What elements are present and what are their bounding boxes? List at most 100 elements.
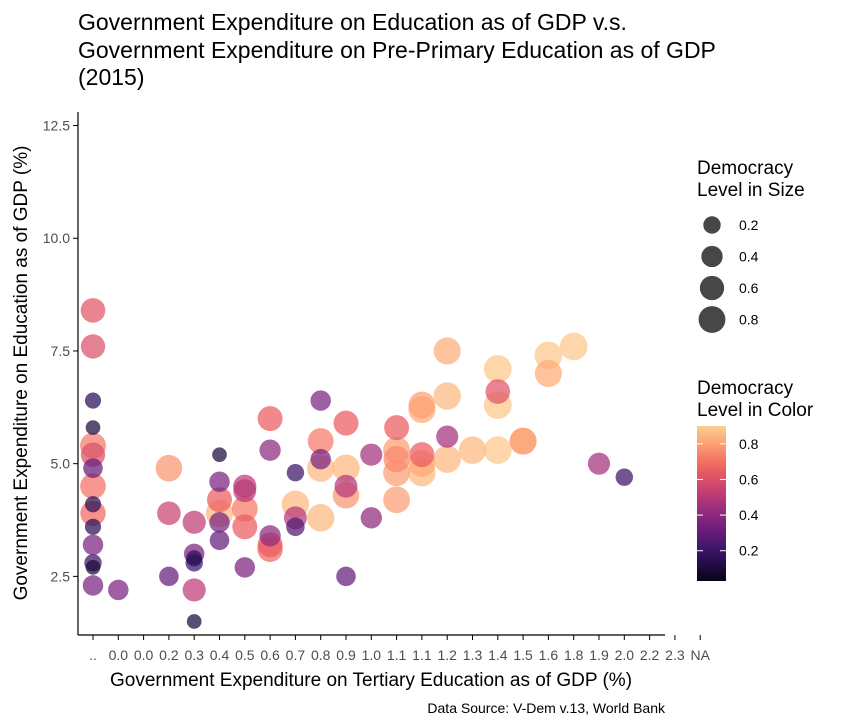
data-point — [83, 458, 103, 478]
data-point — [534, 359, 562, 388]
data-point — [383, 486, 411, 514]
x-tick-label: 0.8 — [311, 647, 331, 663]
data-point — [383, 446, 410, 473]
color-legend-colorbar — [697, 426, 726, 581]
size-legend-label: 0.8 — [739, 312, 759, 328]
data-point — [307, 428, 334, 455]
color-legend-ticks: 0.8 0.6 0.4 0.2 — [697, 436, 759, 559]
data-point — [332, 454, 360, 482]
data-point — [509, 427, 537, 455]
data-point — [157, 501, 181, 526]
y-axis-title: Government Expenditure on Education as o… — [11, 146, 32, 601]
y-tick-label: 12.5 — [43, 118, 70, 134]
size-legend-title-line-2: Level in Size — [697, 180, 805, 201]
data-point — [310, 390, 331, 411]
color-legend-label: 0.8 — [739, 436, 759, 452]
data-point — [587, 452, 611, 475]
data-point — [286, 517, 305, 537]
data-point — [259, 525, 281, 547]
data-point — [433, 382, 461, 410]
y-tick-label: 5.0 — [51, 456, 71, 472]
data-point — [82, 534, 104, 556]
color-legend-label: 0.2 — [739, 543, 759, 559]
x-tick-label: 1.9 — [589, 647, 609, 663]
data-point — [182, 578, 206, 602]
x-tick-label: 0.5 — [235, 647, 255, 663]
data-point — [615, 468, 634, 486]
size-legend-label: 0.6 — [739, 280, 759, 296]
y-tick-label: 2.5 — [51, 568, 71, 584]
x-tick-label: .. — [89, 647, 97, 663]
x-tick-label: 1.4 — [488, 647, 508, 663]
data-point — [186, 550, 203, 567]
color-legend-title-line-1: Democracy — [697, 378, 794, 399]
size-legend-key — [699, 275, 725, 301]
x-tick-label: NA — [690, 647, 710, 663]
size-legend-title-line-1: Democracy — [697, 158, 794, 179]
data-point — [436, 425, 459, 448]
data-point — [409, 442, 435, 468]
data-point — [209, 530, 230, 551]
x-tick-label: 2.3 — [665, 647, 685, 663]
data-point — [559, 332, 588, 361]
color-legend-label: 0.6 — [739, 471, 759, 487]
data-point — [212, 447, 227, 462]
data-point — [155, 454, 183, 482]
data-point — [384, 415, 410, 441]
data-point — [80, 298, 106, 323]
chart-title: Government Expenditure on Education as o… — [78, 9, 716, 90]
color-legend-label: 0.4 — [739, 507, 759, 523]
x-tick-label: 0.0 — [134, 647, 154, 663]
color-legend: Democracy Level in Color 0.8 0.6 0.4 0.2 — [697, 378, 814, 581]
data-point — [257, 406, 283, 432]
data-point — [286, 463, 305, 482]
x-tick-label: 1.1 — [387, 647, 407, 663]
data-point — [333, 410, 359, 436]
x-tick-label: 1.6 — [539, 647, 559, 663]
x-tick-label: 1.2 — [437, 647, 457, 663]
data-point — [84, 518, 102, 535]
x-tick-label: 1.1 — [412, 647, 432, 663]
x-tick-label: 2.0 — [615, 647, 635, 663]
data-point — [108, 579, 129, 601]
data-point — [336, 566, 356, 587]
data-point — [360, 507, 382, 529]
chart-title-line-1: Government Expenditure on Education as o… — [78, 9, 627, 35]
x-tick-label: 0.2 — [159, 647, 179, 663]
data-point — [483, 355, 512, 383]
size-legend-key — [698, 306, 726, 333]
x-tick-label: 1.3 — [463, 647, 483, 663]
size-legend-key — [701, 245, 723, 268]
x-axis-ticks: .. 0.0 0.0 0.2 0.3 0.4 0.5 0.6 0.7 0.8 0.9 1.0 1.1 1.… — [89, 635, 711, 663]
data-point — [85, 420, 101, 435]
data-point — [234, 557, 256, 578]
data-point — [433, 445, 461, 473]
data-point — [186, 614, 202, 629]
size-legend-label: 0.4 — [739, 249, 759, 265]
x-tick-label: 0.4 — [210, 647, 230, 663]
data-point — [159, 566, 179, 587]
data-point — [209, 471, 230, 492]
data-point — [209, 512, 230, 533]
y-tick-label: 10.0 — [43, 230, 70, 246]
size-legend-key — [703, 216, 721, 234]
data-source-caption: Data Source: V-Dem v.13, World Bank — [427, 700, 666, 716]
data-point — [207, 487, 232, 513]
x-tick-label: 0.0 — [109, 647, 129, 663]
data-point — [84, 496, 102, 513]
x-tick-label: 0.9 — [336, 647, 356, 663]
data-point — [458, 436, 487, 464]
data-point — [360, 443, 383, 466]
y-axis-ticks: 2.5 5.0 7.5 10.0 12.5 — [43, 118, 78, 584]
data-point — [232, 514, 258, 540]
x-tick-label: 1.0 — [362, 647, 382, 663]
points-layer — [80, 298, 634, 629]
data-point — [483, 436, 512, 465]
y-tick-label: 7.5 — [51, 343, 71, 359]
data-point — [306, 504, 335, 532]
x-tick-label: 0.7 — [286, 647, 306, 663]
data-point — [233, 479, 257, 503]
data-point — [80, 334, 106, 359]
data-point — [408, 391, 436, 419]
